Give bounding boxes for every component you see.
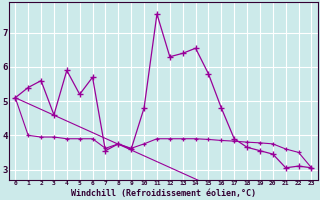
X-axis label: Windchill (Refroidissement éolien,°C): Windchill (Refroidissement éolien,°C)	[71, 189, 256, 198]
